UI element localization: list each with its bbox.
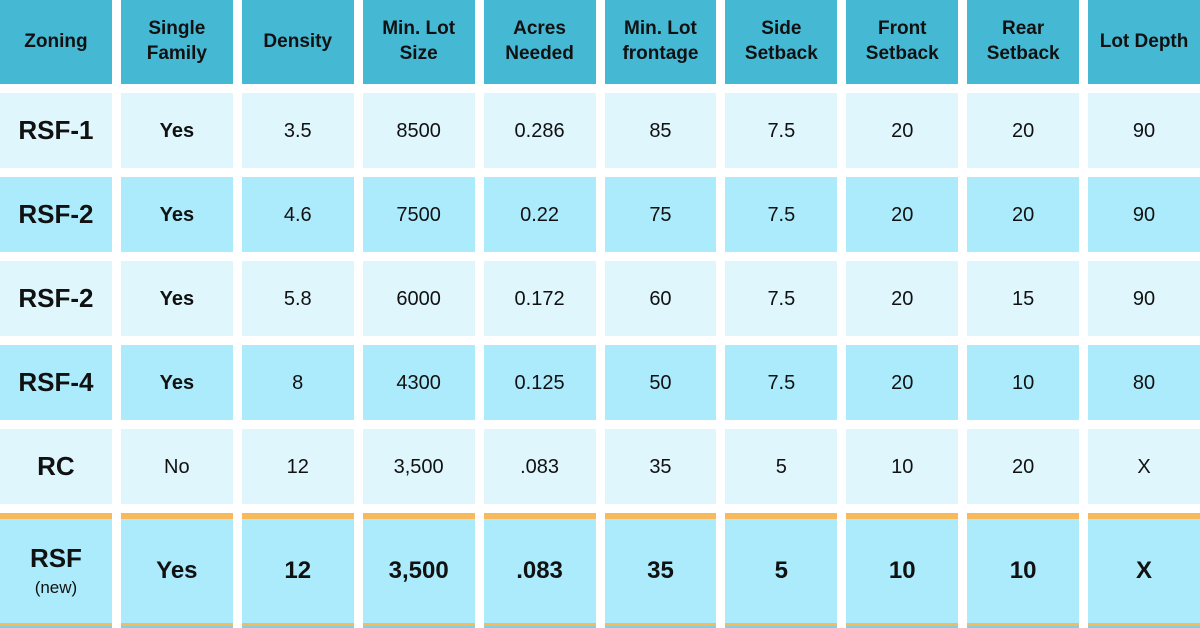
value-cell: 75 (604, 177, 717, 252)
value-cell: 0.125 (483, 345, 596, 420)
value-cell: 10 (967, 513, 1080, 628)
row-label: RC (37, 450, 75, 481)
value-cell: 60 (604, 261, 717, 336)
column-header: Front Setback (846, 0, 959, 84)
value-cell: 6000 (362, 261, 475, 336)
value-cell: 20 (846, 177, 959, 252)
value-cell: 3,500 (362, 429, 475, 504)
row-label: RSF-1 (18, 114, 94, 145)
value-cell: 7.5 (725, 261, 838, 336)
column-header: Density (241, 0, 354, 84)
column-header: Zoning (0, 0, 112, 84)
value-cell: Yes (120, 513, 233, 628)
row-label: RSF-4 (18, 366, 94, 397)
value-cell: .083 (483, 513, 596, 628)
value-cell: 35 (604, 429, 717, 504)
value-cell: 5.8 (241, 261, 354, 336)
column-header: Side Setback (725, 0, 838, 84)
value-cell: Yes (120, 177, 233, 252)
row-label-cell: RSF-2 (0, 177, 112, 252)
value-cell: 50 (604, 345, 717, 420)
value-cell: 8500 (362, 93, 475, 168)
value-cell: 35 (604, 513, 717, 628)
value-cell: 0.286 (483, 93, 596, 168)
value-cell: Yes (120, 345, 233, 420)
value-cell: 7.5 (725, 345, 838, 420)
value-cell: 7.5 (725, 93, 838, 168)
value-cell: Yes (120, 261, 233, 336)
value-cell: 12 (241, 429, 354, 504)
value-cell: 5 (725, 429, 838, 504)
value-cell: 3,500 (362, 513, 475, 628)
value-cell: 7.5 (725, 177, 838, 252)
row-label: RSF (29, 542, 82, 573)
value-cell: 20 (967, 93, 1080, 168)
value-cell: 4300 (362, 345, 475, 420)
value-cell: 20 (846, 345, 959, 420)
column-header: Lot Depth (1088, 0, 1200, 84)
column-header: Single Family (120, 0, 233, 84)
column-header: Min. Lot frontage (604, 0, 717, 84)
row-label-cell: RSF-4 (0, 345, 112, 420)
value-cell: X (1088, 429, 1200, 504)
value-cell: No (120, 429, 233, 504)
value-cell: 0.22 (483, 177, 596, 252)
value-cell: 0.172 (483, 261, 596, 336)
row-label-cell: RSF (new) (0, 513, 112, 628)
row-label-cell: RC (0, 429, 112, 504)
value-cell: 90 (1088, 261, 1200, 336)
value-cell: 20 (967, 177, 1080, 252)
value-cell: 12 (241, 513, 354, 628)
row-sublabel: (new) (34, 578, 78, 598)
value-cell: Yes (120, 93, 233, 168)
value-cell: 10 (846, 429, 959, 504)
row-label-cell: RSF-1 (0, 93, 112, 168)
value-cell: 20 (846, 261, 959, 336)
value-cell: 90 (1088, 177, 1200, 252)
row-label: RSF-2 (18, 282, 94, 313)
row-label: RSF-2 (18, 198, 94, 229)
value-cell: 10 (846, 513, 959, 628)
column-header: Min. Lot Size (362, 0, 475, 84)
value-cell: 20 (967, 429, 1080, 504)
column-header: Rear Setback (967, 0, 1080, 84)
value-cell: 80 (1088, 345, 1200, 420)
value-cell: X (1088, 513, 1200, 628)
row-label-cell: RSF-2 (0, 261, 112, 336)
value-cell: 10 (967, 345, 1080, 420)
value-cell: 3.5 (241, 93, 354, 168)
value-cell: 90 (1088, 93, 1200, 168)
value-cell: 85 (604, 93, 717, 168)
value-cell: 8 (241, 345, 354, 420)
value-cell: 15 (967, 261, 1080, 336)
column-header: Acres Needed (483, 0, 596, 84)
value-cell: 20 (846, 93, 959, 168)
value-cell: 5 (725, 513, 838, 628)
value-cell: .083 (483, 429, 596, 504)
value-cell: 4.6 (241, 177, 354, 252)
value-cell: 7500 (362, 177, 475, 252)
